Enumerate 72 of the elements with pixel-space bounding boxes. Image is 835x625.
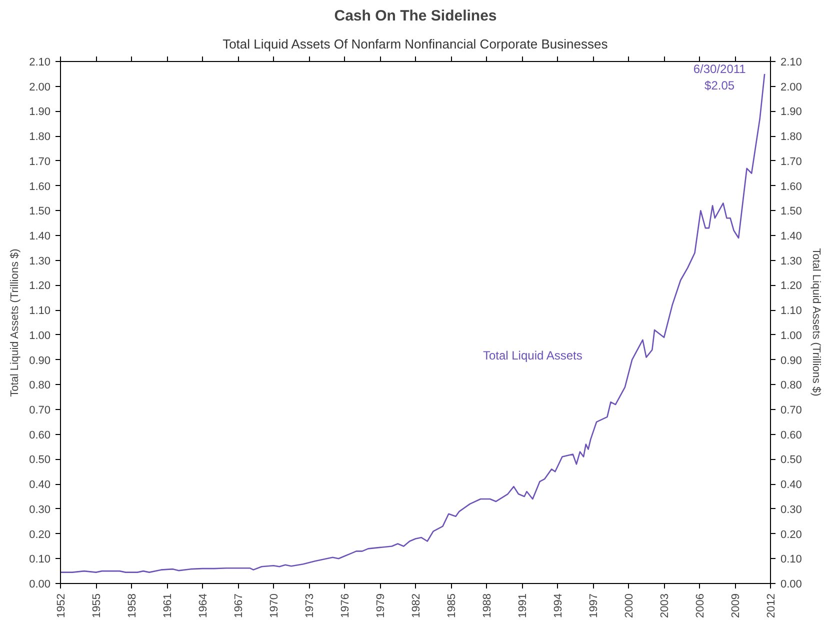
y-tick-label: 1.00 [29,330,51,342]
x-tick-label: 1997 [588,593,600,618]
text: Total Liquid Assets [482,348,582,362]
y2-tick-label: 1.50 [780,206,802,218]
x-tick-label: 1976 [340,593,352,618]
x-tick-label: 2003 [659,593,671,618]
y2-tick-label: 1.10 [780,305,802,318]
y2-tick-label: 0.00 [780,578,802,590]
y-tick-label: 0.30 [29,504,51,516]
chart-subtitle: Total Liquid Assets Of Nonfarm Nonfinancial Corporate Businesses [222,36,608,52]
x-tick-label: 1961 [162,593,174,618]
y-axis-title: Total Liquid Assets (Trillions $) [9,248,22,397]
y2-axis-title: Total Liquid Assets (Trillions $) [810,248,822,396]
y-tick-label: 0.80 [29,380,51,392]
y2-tick-label: 1.80 [780,131,802,144]
x-tick-label: 1991 [517,593,529,618]
x-tick-label: 1964 [198,593,210,618]
y-tick-label: 2.10 [29,56,51,68]
y-tick-label: 1.30 [29,255,51,268]
x-tick-label: 1955 [91,593,103,618]
chart-title: Cash On The Sidelines [334,8,497,24]
y2-tick-label: 0.50 [780,454,802,466]
x-tick-label: 1973 [304,593,316,618]
y2-tick-label: 1.40 [780,230,802,242]
x-tick-label: 1988 [482,593,494,618]
y2-tick-label: 0.80 [780,380,802,392]
y-tick-label: 0.50 [29,454,51,466]
y-tick-label: 0.90 [29,354,51,367]
y-tick-label: 0.00 [29,578,51,590]
y2-tick-label: 0.70 [780,404,802,416]
y2-tick-label: 0.20 [780,528,802,541]
y2-tick-label: 1.90 [780,106,802,118]
x-tick-label: 1979 [375,593,387,618]
y2-tick-label: 0.60 [780,429,802,442]
y-tick-label: 0.10 [29,554,51,566]
y2-tick-label: 1.00 [780,330,802,342]
y-tick-label: 1.10 [29,305,51,318]
x-tick-label: 1958 [126,593,138,618]
y-tick-label: 2.00 [29,81,51,94]
y-tick-label: 1.70 [29,156,51,168]
y2-tick-label: 1.30 [780,255,802,268]
x-tick-label: 1985 [446,593,458,618]
y-tick-label: 0.70 [29,404,51,416]
x-tick-label: 2000 [624,593,636,618]
line-series [60,73,766,573]
x-tick-label: 1994 [552,593,564,618]
x-tick-label: 2009 [730,593,742,618]
y-tick-label: 1.20 [29,280,51,292]
x-tick-label: 2012 [766,593,778,618]
y-tick-label: 1.50 [29,206,51,218]
x-tick-label: 1967 [233,593,245,618]
x-tick-label: 1952 [56,593,68,618]
y-tick-label: 0.20 [29,528,51,541]
y2-tick-label: 2.10 [780,56,802,68]
y-tick-label: 1.80 [29,131,51,144]
x-tick-label: 2006 [694,593,706,618]
y-tick-label: 1.40 [29,230,51,242]
y2-tick-label: 0.90 [780,354,802,367]
y2-tick-label: 1.20 [780,280,802,292]
y2-tick-label: 1.70 [780,156,802,168]
y2-tick-label: 0.40 [780,479,802,492]
y2-tick-label: 0.30 [780,504,802,516]
y-tick-label: 1.60 [29,180,51,193]
y-tick-label: 0.40 [29,479,51,492]
x-tick-label: 1970 [268,593,280,618]
y2-tick-label: 2.00 [780,81,802,94]
y-tick-label: 1.90 [29,106,51,118]
y2-tick-label: 1.60 [780,180,802,193]
y-tick-label: 0.60 [29,429,51,442]
annotation: 6/30/2011 $2.05 [693,62,746,93]
y2-tick-label: 0.10 [780,554,802,566]
x-tick-label: 1982 [410,593,422,618]
